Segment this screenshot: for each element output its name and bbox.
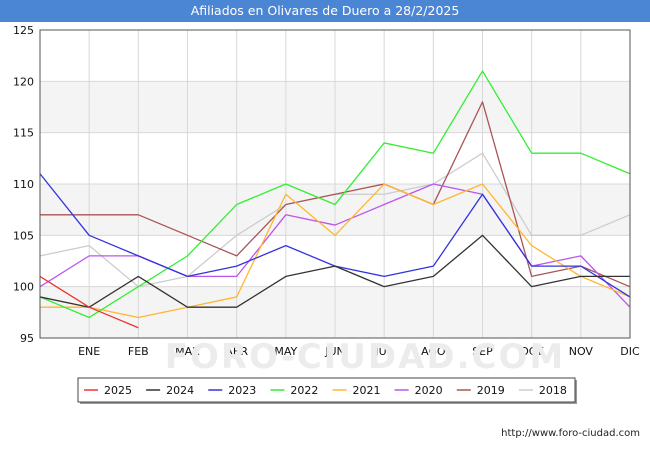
x-tick-label: AGO — [421, 345, 446, 358]
x-tick-label: FEB — [128, 345, 149, 358]
legend-label-2024: 2024 — [166, 384, 194, 397]
series-line-2022 — [39, 70, 631, 319]
chart-title: Afiliados en Olivares de Duero a 28/2/20… — [0, 0, 650, 22]
footer-url[interactable]: http://www.foro-ciudad.com — [501, 428, 640, 439]
y-tick-label: 95 — [20, 332, 34, 345]
y-tick-label: 105 — [13, 229, 34, 242]
x-tick-label: JUL — [374, 345, 393, 358]
x-tick-label: NOV — [569, 345, 594, 358]
y-tick-label: 120 — [13, 75, 34, 88]
x-tick-label: OCT — [520, 345, 543, 358]
y-tick-label: 100 — [13, 281, 34, 294]
legend-label-2023: 2023 — [228, 384, 256, 397]
x-tick-label: ENE — [78, 345, 100, 358]
legend-label-2018: 2018 — [539, 384, 567, 397]
y-tick-label: 125 — [13, 24, 34, 37]
legend-label-2025: 2025 — [104, 384, 132, 397]
series-line-2019 — [40, 101, 631, 288]
legend-label-2020: 2020 — [415, 384, 443, 397]
legend-label-2021: 2021 — [353, 384, 381, 397]
x-tick-label: JUN — [324, 345, 345, 358]
x-tick-label: ABR — [225, 345, 248, 358]
x-tick-label: MAY — [274, 345, 297, 358]
legend-box — [77, 377, 576, 403]
legend-label-2022: 2022 — [290, 384, 318, 397]
x-tick-label: MAR — [175, 345, 200, 358]
x-tick-label: DIC — [620, 345, 640, 358]
series-line-2025 — [39, 275, 139, 329]
series-line-2021 — [40, 183, 631, 319]
series-line-2024 — [39, 234, 630, 308]
plot-border — [39, 29, 631, 339]
x-tick-label: SEP — [472, 345, 493, 358]
watermark: FORO-CIUDAD.COM — [165, 337, 566, 377]
y-tick-label: 110 — [13, 178, 34, 191]
y-tick-label: 115 — [13, 127, 34, 140]
legend-label-2019: 2019 — [477, 384, 505, 397]
